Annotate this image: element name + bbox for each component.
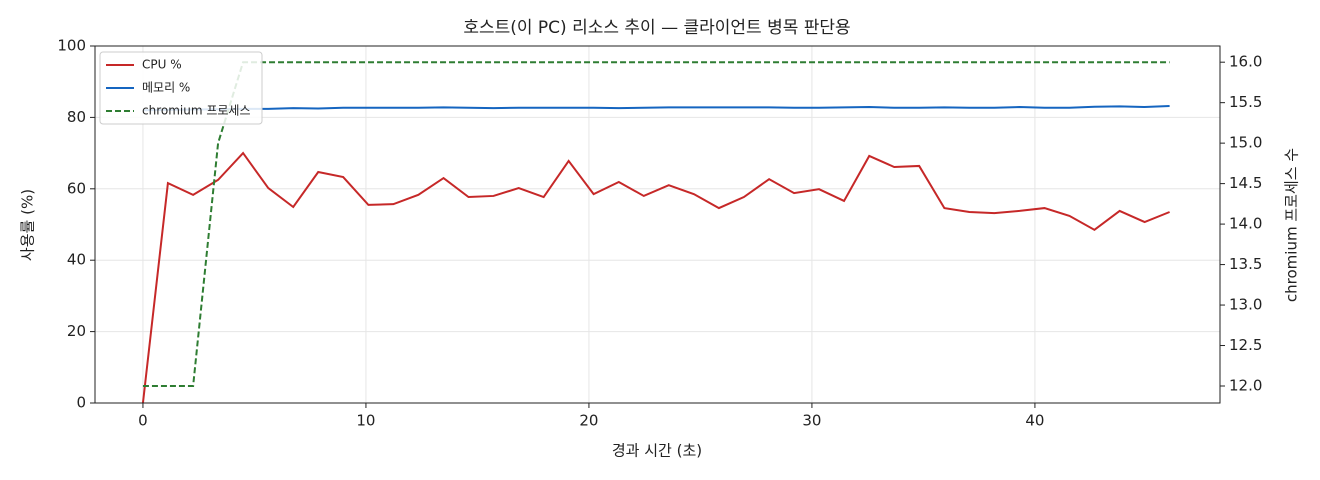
y2-tick-label: 12.5 [1229, 336, 1262, 354]
y2-tick-label: 13.0 [1229, 296, 1262, 314]
y-tick-label: 20 [67, 322, 86, 340]
y2-tick-label: 16.0 [1229, 53, 1262, 71]
x-tick-label: 20 [579, 412, 598, 430]
y2-tick-label: 12.0 [1229, 377, 1262, 395]
series-line [142, 104, 1170, 112]
chart-title: 호스트(이 PC) 리소스 추이 — 클라이언트 병목 판단용 [463, 18, 850, 38]
series-line [142, 61, 1170, 387]
x-tick-label: 0 [138, 412, 148, 430]
y2-tick-label: 14.0 [1229, 215, 1262, 233]
x-tick-label: 10 [356, 412, 375, 430]
y-tick-label: 40 [67, 251, 86, 269]
legend-box [99, 51, 263, 125]
x-axis-label: 경과 시간 (초) [612, 442, 702, 460]
y-tick-label: 80 [67, 108, 86, 126]
y2-tick-label: 15.0 [1229, 134, 1262, 152]
x-tick-label: 30 [802, 412, 821, 430]
y-tick-label: 60 [67, 179, 86, 197]
series-line [141, 151, 1170, 404]
legend-label: 메모리 % [142, 81, 190, 95]
y2-tick-label: 14.5 [1229, 174, 1262, 192]
x-tick-label: 40 [1025, 412, 1044, 430]
y-tick-label: 0 [76, 394, 86, 412]
plot-frame [94, 45, 1221, 404]
legend: CPU % 메모리 % chromium 프로세스 [99, 51, 263, 125]
y2-tick-label: 15.5 [1229, 93, 1262, 111]
y-tick-label: 100 [57, 37, 86, 55]
legend-label: chromium 프로세스 [142, 104, 251, 118]
y-axis-label: 사용률 (%) [19, 189, 37, 261]
legend-label: CPU % [142, 58, 182, 72]
y2-tick-label: 13.5 [1229, 255, 1262, 273]
y2-axis-label: chromium 프로세스 수 [1283, 148, 1301, 302]
